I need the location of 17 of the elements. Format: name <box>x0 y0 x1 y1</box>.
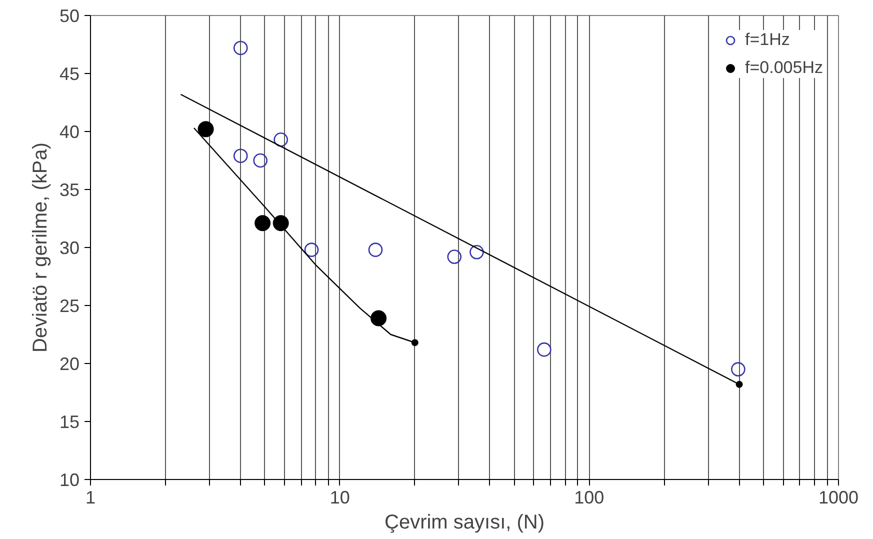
x-tick-label: 1000 <box>818 488 859 508</box>
x-axis-title: Çevrim sayısı, (N) <box>384 512 544 534</box>
y-axis-title: Deviatö r gerilme, (kPa) <box>29 142 52 353</box>
y-tick-label: 10 <box>59 470 80 490</box>
x-tick-label: 100 <box>574 488 604 508</box>
y-tick-label: 50 <box>59 6 80 26</box>
y-tick-label: 25 <box>59 296 80 316</box>
y-tick-label: 45 <box>59 64 80 84</box>
x-tick-label: 10 <box>330 488 350 508</box>
y-tick-label: 30 <box>59 238 80 258</box>
y-tick-label: 20 <box>59 354 80 374</box>
x-tick-label: 1 <box>85 488 96 508</box>
y-tick-label: 40 <box>59 122 80 142</box>
legend-label: f=1Hz <box>745 30 790 50</box>
y-tick-label: 15 <box>59 412 80 432</box>
legend-label: f=0.005Hz <box>745 58 823 78</box>
y-tick-label: 35 <box>59 180 80 200</box>
